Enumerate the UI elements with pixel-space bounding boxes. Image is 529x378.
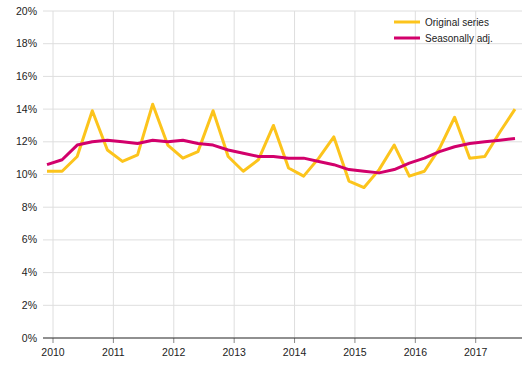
y-tick-label: 18% [16,37,37,49]
x-tick-label: 2012 [162,346,186,358]
x-tick-label: 2015 [343,346,367,358]
x-tick [354,338,355,343]
grid-line [43,305,522,306]
grid-line [113,11,114,338]
grid-line [43,174,522,175]
y-tick-label: 0% [22,332,37,344]
grid-line [43,76,522,77]
series-line [47,104,515,187]
plot-area [47,104,515,187]
legend-swatch [394,37,420,40]
grid-line [294,11,295,338]
x-tick-label: 2010 [41,346,65,358]
legend-label: Original series [425,17,489,28]
grid-line [234,11,235,338]
grid-line [53,11,54,338]
series-line [47,139,515,173]
y-tick-label: 6% [22,233,37,245]
legend-swatch [394,21,420,24]
x-tick [173,338,174,343]
y-tick-label: 8% [22,201,37,213]
x-tick [294,338,295,343]
grid-line [43,207,522,208]
x-tick-label: 2016 [404,346,428,358]
grid-line [43,109,522,110]
y-tick-label: 12% [16,135,37,147]
legend-label: Seasonally adj. [425,33,493,44]
x-tick-label: 2011 [102,346,125,358]
x-axis-line [43,337,522,338]
y-tick-label: 16% [16,70,37,82]
grid-line [43,338,522,339]
y-tick-label: 20% [16,5,37,17]
x-tick-label: 2017 [464,346,488,358]
x-tick-label: 2013 [222,346,246,358]
x-tick [234,338,235,343]
x-tick [415,338,416,343]
y-tick-label: 14% [16,103,37,115]
grid-line [43,272,522,273]
grid-line [173,11,174,338]
y-tick-label: 4% [22,266,37,278]
grid-line [475,11,476,338]
y-tick-label: 2% [22,299,37,311]
chart: 0% 2% 4% 6% 8% 10% 12% 14% 16% 18% 20% 2010 2011 2012… [0,0,529,378]
x-tick [53,338,54,343]
grid-line [43,11,522,12]
grid-line [354,11,355,338]
x-tick [113,338,114,343]
x-tick-label: 2014 [283,346,307,358]
y-tick-label: 10% [16,168,37,180]
x-tick [475,338,476,343]
grid-line [43,239,522,240]
